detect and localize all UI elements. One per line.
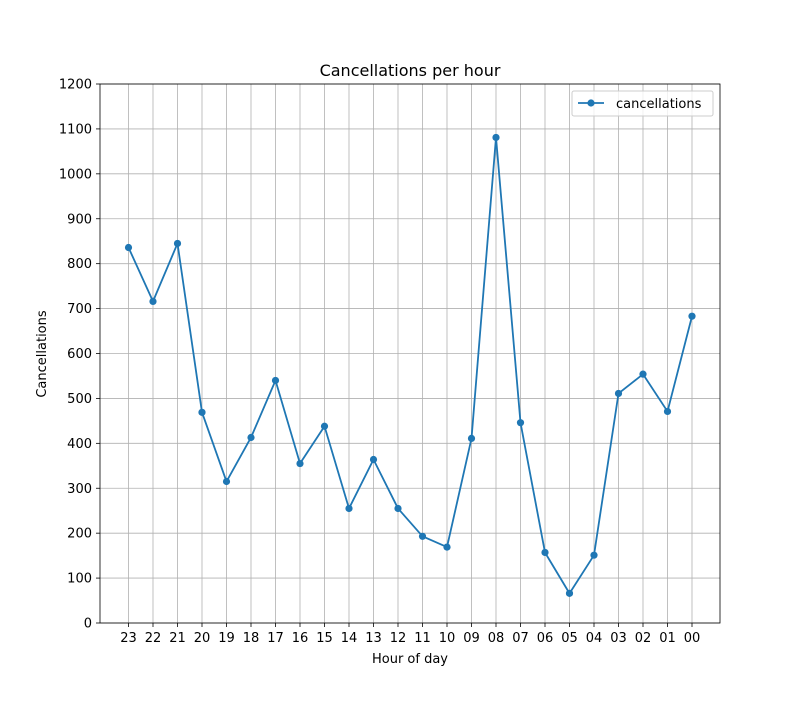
y-tick-label: 1100 [59,122,92,137]
y-tick-label: 100 [67,572,92,587]
data-point [492,133,500,142]
x-tick-label: 00 [684,631,701,646]
data-point [198,408,206,416]
data-point [443,543,451,551]
data-point [173,239,182,248]
x-tick-label: 21 [169,631,186,646]
y-tick-label: 500 [67,392,92,407]
y-tick-label: 0 [84,617,92,632]
x-tick-label: 14 [341,631,358,646]
plot-frame [99,83,721,624]
data-point [149,297,157,305]
y-tick-label: 800 [67,257,92,272]
x-tick-label: 13 [365,631,382,646]
x-tick-label: 23 [120,631,137,646]
x-tick-label: 17 [267,631,284,646]
data-point [345,504,353,513]
data-point [369,455,378,464]
data-point [271,376,280,385]
data-point [614,389,623,398]
series-layer [124,133,696,597]
x-tick-label: 08 [488,631,505,646]
legend-box [571,90,714,117]
x-tick-label: 10 [439,631,456,646]
x-tick-label: 15 [316,631,333,646]
data-point [296,459,304,468]
x-tick-label: 05 [561,631,578,646]
data-point [590,551,598,559]
y-tick-label: 300 [67,482,92,497]
x-tick-label: 18 [243,631,260,646]
x-tick-label: 01 [659,631,676,646]
x-tick-label: 20 [194,631,211,646]
series-line [127,136,693,595]
data-point [394,504,402,513]
x-tick-label: 06 [537,631,554,646]
legend-marker-swatch [587,99,595,107]
x-tick-label: 09 [463,631,480,646]
data-point [663,407,672,416]
data-point [516,419,525,427]
chart-title: Cancellations per hour [320,61,501,80]
data-point [688,312,696,320]
x-tick-label: 22 [145,631,162,646]
x-tick-label: 11 [414,631,431,646]
y-tick-label: 900 [67,212,92,227]
x-tick-label: 12 [390,631,407,646]
data-point [639,370,647,378]
legend: cancellations [571,90,714,117]
data-point [247,433,255,442]
y-tick-label: 400 [67,437,92,452]
axes: 23 22 21 20 19 18 17 16 15 14 13 12 11 10 09 08 07 06 05 04… [59,78,721,646]
x-tick-label: 03 [610,631,627,646]
data-point [467,434,476,442]
x-tick-label: 19 [218,631,235,646]
data-point [418,532,427,540]
legend-label: cancellations [616,97,702,112]
y-tick-label: 700 [67,302,92,317]
y-tick-label: 1200 [59,78,92,93]
data-point [320,422,329,430]
y-axis-label: Cancellations [35,310,50,398]
data-point [565,589,574,597]
y-tick-label: 200 [67,527,92,542]
x-tick-label: 02 [635,631,652,646]
x-tick-label: 07 [512,631,529,646]
x-tick-label: 04 [586,631,603,646]
data-point [541,548,549,557]
data-point [124,243,133,252]
y-tick-label: 1000 [59,167,92,182]
x-tick-label: 16 [292,631,309,646]
data-point [222,477,231,486]
x-axis-label: Hour of day [372,652,448,667]
y-tick-label: 600 [67,347,92,362]
